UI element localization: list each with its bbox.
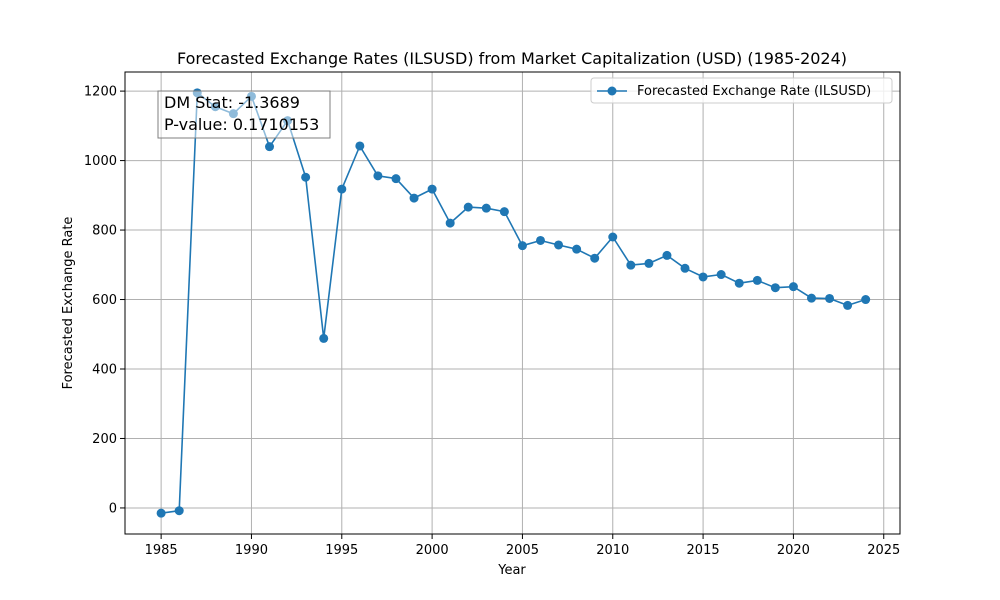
data-point <box>517 241 527 251</box>
data-point <box>861 295 871 305</box>
y-tick-label: 200 <box>92 432 117 447</box>
data-point <box>373 171 383 181</box>
data-point <box>662 250 672 260</box>
axis-ticks: 1985 1990 1995 2000 2005 2010 2015 2020 2025 0 200… <box>84 85 900 558</box>
y-tick-label: 400 <box>92 363 117 378</box>
x-tick-label: 1985 <box>145 543 178 558</box>
x-tick-label: 2010 <box>596 543 629 558</box>
stats-annotation: DM Stat: -1.3689 P-value: 0.1710153 <box>157 90 331 139</box>
data-point <box>716 270 726 280</box>
x-tick-label: 1990 <box>235 543 268 558</box>
x-tick-label: 2025 <box>867 543 900 558</box>
data-point <box>463 202 473 212</box>
data-point <box>608 232 618 242</box>
data-point <box>265 142 275 152</box>
data-point <box>319 333 329 343</box>
p-value-text: P-value: 0.1710153 <box>164 115 319 134</box>
data-point <box>301 172 311 182</box>
data-point <box>499 207 509 217</box>
data-point <box>752 275 762 285</box>
data-point <box>825 293 835 303</box>
data-point <box>481 203 491 213</box>
data-point <box>554 240 564 250</box>
y-tick-label: 800 <box>92 224 117 239</box>
data-point <box>626 260 636 270</box>
data-point <box>680 263 690 273</box>
data-point <box>770 283 780 293</box>
data-point <box>734 278 744 288</box>
grid-lines <box>125 72 900 534</box>
data-point <box>698 272 708 282</box>
plot-frame <box>124 71 901 535</box>
y-tick-label: 0 <box>109 501 117 516</box>
data-point <box>445 218 455 228</box>
data-point <box>156 508 166 518</box>
y-tick-label: 1000 <box>84 154 117 169</box>
data-point <box>843 300 853 310</box>
x-tick-label: 2015 <box>687 543 720 558</box>
x-tick-label: 1995 <box>325 543 358 558</box>
stats-annotation-box <box>157 90 331 139</box>
x-tick-label: 2020 <box>777 543 810 558</box>
y-axis-label: Forecasted Exchange Rate <box>61 217 76 390</box>
legend: Forecasted Exchange Rate (ILSUSD) <box>590 77 893 104</box>
data-point <box>788 282 798 292</box>
legend-marker-swatch <box>607 86 617 96</box>
data-point <box>355 141 365 151</box>
y-tick-label: 600 <box>92 293 117 308</box>
x-axis-label: Year <box>497 563 526 578</box>
legend-box <box>590 77 893 104</box>
legend-entry-label: Forecasted Exchange Rate (ILSUSD) <box>637 84 871 99</box>
data-point <box>536 235 546 245</box>
data-point <box>427 184 437 194</box>
data-point <box>337 184 347 194</box>
chart-title: Forecasted Exchange Rates (ILSUSD) from … <box>177 49 847 68</box>
x-tick-label: 2000 <box>416 543 449 558</box>
data-point <box>174 506 184 516</box>
data-point <box>806 293 816 303</box>
data-point <box>590 253 600 263</box>
data-point <box>409 193 419 203</box>
dm-stat-text: DM Stat: -1.3689 <box>164 93 300 112</box>
y-tick-label: 1200 <box>84 85 117 100</box>
data-point <box>572 244 582 254</box>
x-tick-label: 2005 <box>506 543 539 558</box>
data-point <box>644 258 654 268</box>
data-point <box>391 174 401 184</box>
